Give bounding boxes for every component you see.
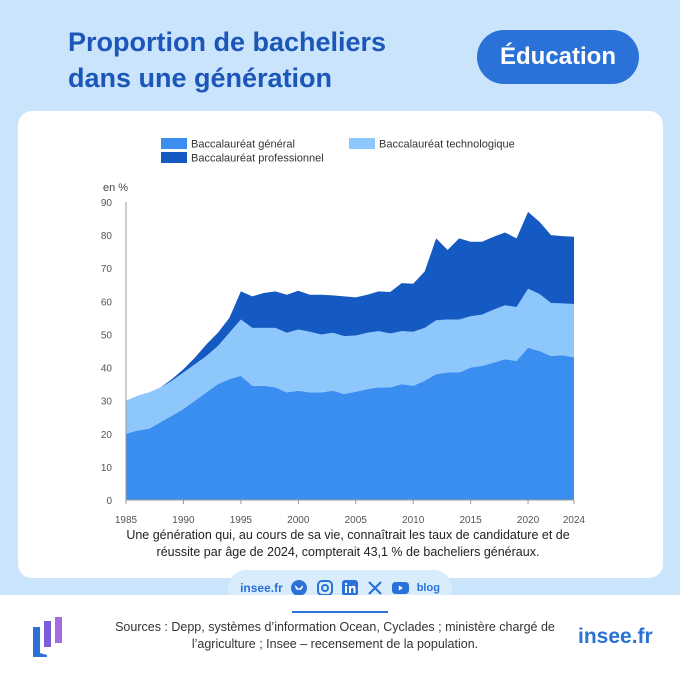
y-tick-label: 40: [101, 364, 113, 375]
x-tick-label: 1995: [230, 515, 253, 526]
blog-link[interactable]: blog: [416, 582, 440, 594]
y-tick-label: 20: [101, 430, 113, 441]
legend-label: Baccalauréat technologique: [379, 139, 515, 151]
category-badge[interactable]: Éducation: [477, 30, 639, 84]
x-icon[interactable]: [366, 580, 383, 597]
y-axis-label: en %: [103, 182, 128, 194]
x-tick-label: 2020: [517, 515, 540, 526]
y-tick-label: 70: [101, 264, 113, 275]
footer-divider: [292, 611, 388, 613]
y-tick-label: 10: [101, 463, 113, 474]
chart: Baccalauréat général Baccalauréat technol…: [101, 138, 586, 526]
area-series-3: [126, 211, 574, 401]
y-tick-label: 30: [101, 397, 113, 408]
plot-areas: [126, 211, 574, 500]
footer: Sources : Depp, systèmes d’information O…: [0, 595, 680, 680]
legend-label: Baccalauréat professionnel: [191, 153, 324, 165]
y-tick-label: 90: [101, 198, 113, 209]
page-title: Proportion de bacheliers dans une généra…: [68, 27, 387, 93]
x-tick-label: 2010: [402, 515, 425, 526]
y-tick-label: 50: [101, 330, 113, 341]
brand-link[interactable]: insee.fr: [578, 625, 653, 648]
x-tick-label: 2015: [459, 515, 482, 526]
sources-text: Sources : Depp, systèmes d’information O…: [115, 620, 555, 651]
bluesky-icon[interactable]: [291, 580, 308, 597]
site-link[interactable]: insee.fr: [240, 581, 283, 595]
y-tick-label: 80: [101, 231, 113, 242]
y-tick-label: 0: [106, 496, 112, 507]
x-tick-label: 2005: [345, 515, 368, 526]
legend-label: Baccalauréat général: [191, 139, 295, 151]
area-series-1: [126, 347, 574, 500]
x-tick-label: 2000: [287, 515, 310, 526]
x-tick-label: 2024: [563, 515, 586, 526]
legend: Baccalauréat général Baccalauréat technol…: [161, 138, 515, 165]
x-tick-label: 1985: [115, 515, 138, 526]
y-tick-label: 60: [101, 297, 113, 308]
legend-swatch: [161, 152, 187, 163]
chart-card: Baccalauréat général Baccalauréat technol…: [18, 111, 663, 578]
youtube-icon[interactable]: [391, 580, 409, 597]
insee-logo-icon: [33, 617, 62, 657]
linkedin-icon[interactable]: [341, 580, 358, 597]
chart-note: Une génération qui, au cours de sa vie, …: [126, 528, 570, 559]
axes: 0 10 20 30 40 50 60 70 80 90 1985 1990 1995 2000 2005 2…: [101, 198, 586, 526]
legend-swatch: [161, 138, 187, 149]
area-series-2: [126, 288, 574, 434]
legend-swatch: [349, 138, 375, 149]
x-tick-label: 1990: [172, 515, 195, 526]
instagram-icon[interactable]: [316, 580, 333, 597]
